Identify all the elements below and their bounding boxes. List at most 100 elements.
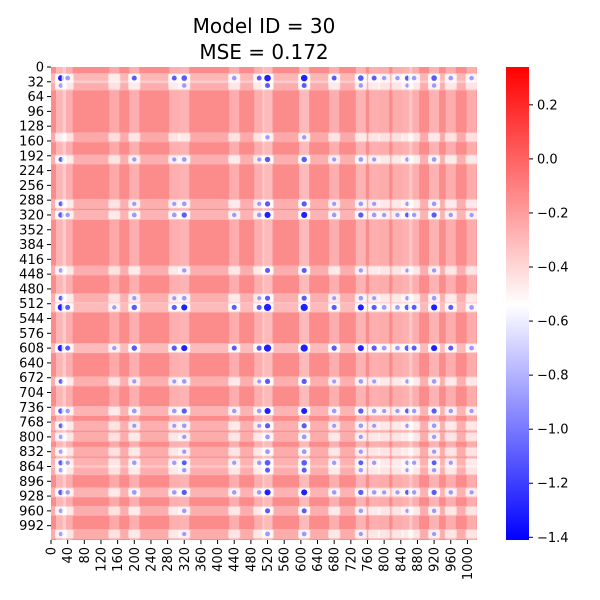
heatmap-cell-negative [469,345,474,351]
heatmap-cell-light [253,506,266,515]
heatmap-cell-light [391,133,404,142]
heatmap-cell-light [108,155,121,164]
heatmap-cell-negative [257,296,262,301]
heatmap-cell-negative [371,490,377,495]
heatmap-cell-negative [372,296,377,301]
heatmap-cell-light [408,529,421,538]
heatmap-cell-light [328,447,341,456]
heatmap-cell-negative [181,295,187,301]
heatmap-cell-light [108,294,121,303]
heatmap-cell-light [61,466,74,475]
heatmap-cell-negative [358,531,363,537]
heatmap-cell-light [391,377,404,386]
heatmap-cell-light [408,421,421,430]
heatmap-cell-negative [65,75,70,81]
heatmap-cell-light [61,266,74,275]
heatmap-cell-light [408,133,421,142]
heatmap-cell-light [465,458,478,467]
heatmap-cell-light [408,155,421,164]
heatmap-cell-light [328,529,341,538]
heatmap-cell-light [168,506,181,515]
heatmap-cell-light [465,421,478,430]
heatmap-cell-negative [300,344,308,352]
heatmap-cell-light [444,294,457,303]
heatmap-cell-light [378,81,391,90]
heatmap-cell-light [253,447,266,456]
heatmap-cell-light [178,133,191,142]
heatmap-cell-light [408,294,421,303]
heatmap-cell-light [108,81,121,90]
y-tick-label: 96 [27,105,44,120]
heatmap-cell-light [108,133,121,142]
heatmap-cell-negative [264,459,271,466]
heatmap-cell-light [391,81,404,90]
heatmap-cell-negative [371,304,377,311]
heatmap-cell-light [108,447,121,456]
heatmap-cell-negative [182,434,187,440]
y-tick-label: 192 [19,149,44,164]
heatmap-cell-light [465,447,478,456]
heatmap-cell-negative [300,303,308,312]
heatmap-cell-light [168,432,181,441]
heatmap-cell-light [401,432,414,441]
heatmap-cell-negative [301,156,307,163]
x-tick-label: 840 [394,547,409,572]
heatmap-cell-negative [371,345,377,351]
heatmap-cell-light [61,529,74,538]
heatmap-cell-negative [331,75,337,81]
heatmap-cell-negative [65,212,70,218]
heatmap-cell-light [108,199,121,208]
heatmap-cell-negative [431,489,437,496]
y-tick-label: 832 [19,445,44,460]
x-tick-label: 160 [111,547,126,572]
heatmap-cell-negative [112,345,117,351]
heatmap-cell-negative [358,508,364,514]
heatmap-cell-negative [431,531,437,537]
heatmap-cell-negative [172,296,177,301]
heatmap-cell-negative [132,379,137,384]
y-tick-label: 288 [19,194,44,209]
heatmap-cell-light [61,294,74,303]
heatmap-cell-negative [358,489,364,496]
heatmap-cell-negative [132,157,137,162]
heatmap-cell-negative [65,408,70,414]
heatmap-plot-area [51,67,478,540]
colorbar-tick-label: −0.6 [537,315,569,330]
heatmap-cell-light [444,447,457,456]
heatmap-cell-negative [381,212,387,218]
heatmap-cell-negative [371,460,377,465]
heatmap-cell-negative [331,345,337,351]
heatmap-cell-negative [431,83,437,88]
heatmap-cell-negative [301,378,307,385]
heatmap-cell-light [408,199,421,208]
x-tick-label: 480 [244,547,259,572]
heatmap-cell-light [465,529,478,538]
heatmap-cell-negative [302,135,307,140]
heatmap-cell-negative [257,423,262,428]
heatmap-cell-light [168,81,181,90]
heatmap-cell-light [465,266,478,275]
heatmap-cell-light [368,447,381,456]
heatmap-cell-negative [181,423,187,429]
heatmap-cell-negative [431,345,438,352]
heatmap-cell-light [61,421,74,430]
heatmap-cell-negative [469,408,474,414]
heatmap-cell-light [368,133,381,142]
heatmap-cell-negative [431,423,437,429]
heatmap-cell-light [444,421,457,430]
heatmap-cell-light [444,432,457,441]
heatmap-cell-negative [257,460,262,465]
heatmap-cell-light [61,133,74,142]
heatmap-cell-negative [256,345,262,351]
heatmap-cell-negative [265,508,271,514]
heatmap-cell-negative [171,345,177,351]
heatmap-cell-light [378,421,391,430]
heatmap-cell-negative [411,75,417,81]
x-tick-label: 520 [261,547,276,572]
heatmap-cell-negative [301,201,307,207]
heatmap-cell-light [108,458,121,467]
heatmap-cell-negative [448,212,453,218]
heatmap-cell-negative [231,345,237,351]
heatmap-cell-negative [264,211,271,219]
heatmap-cell-light [128,81,141,90]
